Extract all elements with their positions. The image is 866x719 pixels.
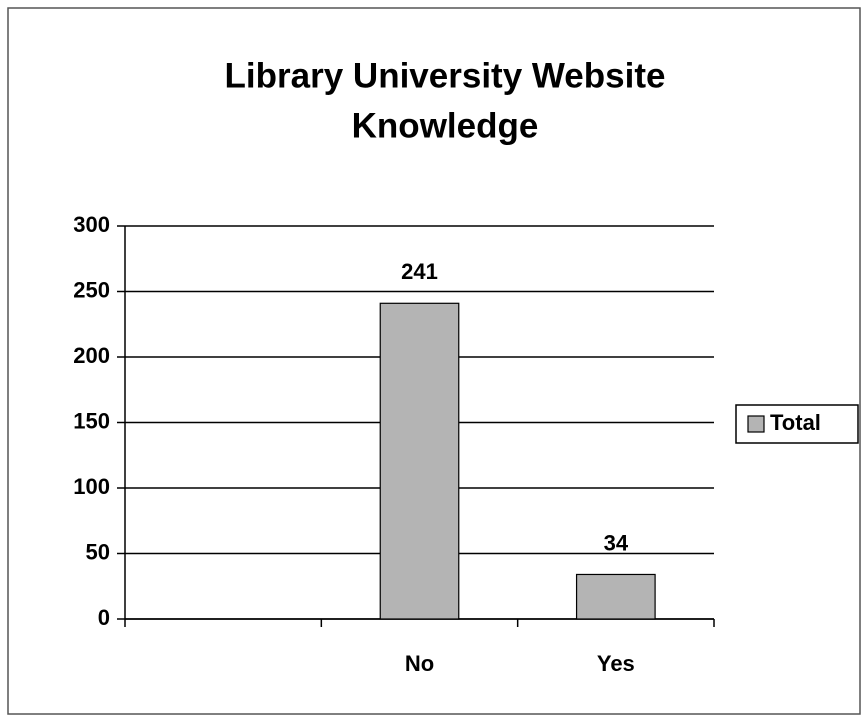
y-tick-label: 50 [86, 539, 110, 564]
x-tick-label: No [405, 651, 434, 676]
y-tick-label: 150 [73, 408, 110, 433]
chart-title: Knowledge [352, 106, 539, 145]
y-tick-label: 200 [73, 343, 110, 368]
legend-label: Total [770, 410, 821, 435]
legend-swatch [747, 415, 765, 433]
y-tick-label: 250 [73, 277, 110, 302]
data-label: 241 [401, 259, 438, 284]
y-tick-label: 0 [98, 605, 110, 630]
y-tick-label: 100 [73, 474, 110, 499]
x-tick-label: Yes [597, 651, 635, 676]
bar [379, 302, 460, 620]
chart-title: Library University Website [225, 56, 666, 95]
bar [575, 573, 656, 620]
y-tick-label: 300 [73, 212, 110, 237]
data-label: 34 [604, 530, 629, 555]
